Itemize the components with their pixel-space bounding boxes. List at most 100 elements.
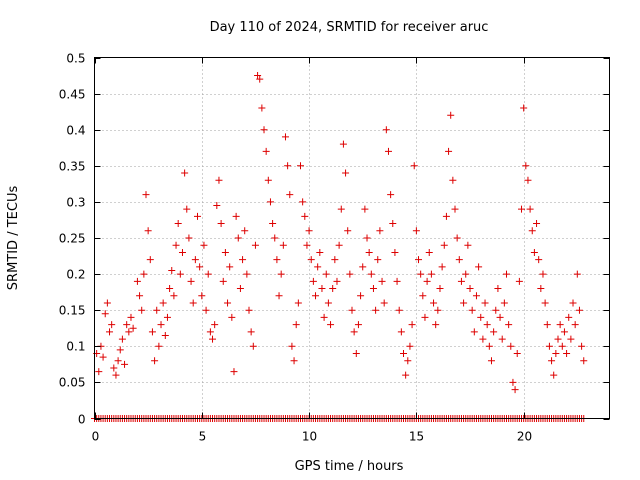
y-tick-label: 0.05 — [59, 376, 86, 390]
data-point — [393, 277, 401, 285]
data-point — [219, 277, 227, 285]
data-point — [477, 313, 485, 321]
data-point — [563, 350, 571, 358]
data-point — [286, 191, 294, 199]
x-tick-label: 0 — [92, 430, 100, 444]
data-point — [410, 162, 418, 170]
data-point — [185, 234, 193, 242]
data-point — [457, 277, 465, 285]
data-point — [430, 299, 438, 307]
data-point — [279, 241, 287, 249]
data-point — [419, 292, 427, 300]
data-point — [376, 227, 384, 235]
y-tick-label: 0 — [78, 413, 86, 427]
x-tick-label: 15 — [409, 430, 424, 444]
data-point — [127, 313, 135, 321]
data-point — [191, 256, 199, 264]
data-point — [569, 299, 577, 307]
data-point — [123, 321, 131, 329]
data-point — [174, 220, 182, 228]
data-point — [481, 299, 489, 307]
data-point — [526, 205, 534, 213]
x-tick-label: 10 — [302, 430, 317, 444]
data-point — [215, 176, 223, 184]
data-point — [485, 342, 493, 350]
data-point — [226, 263, 234, 271]
data-point — [114, 357, 122, 365]
y-tick-label: 0.3 — [66, 196, 85, 210]
data-point — [548, 357, 556, 365]
data-point — [258, 104, 266, 112]
y-tick-label: 0.35 — [59, 160, 86, 174]
data-point — [530, 248, 538, 256]
data-point — [309, 277, 317, 285]
axis-ticks: 0 0.05 0.1 0.15 0.2 0.25 0.3 0.35 0.4 0.45 0.5 0 5 10… — [59, 52, 610, 444]
x-tick-label: 20 — [517, 430, 532, 444]
data-point — [384, 147, 392, 155]
data-point — [187, 277, 195, 285]
data-point — [121, 360, 129, 368]
data-point — [387, 191, 395, 199]
data-point — [303, 241, 311, 249]
data-point — [571, 321, 579, 329]
data-point — [539, 270, 547, 278]
data-point — [507, 342, 515, 350]
data-point — [101, 310, 109, 318]
data-point — [575, 306, 583, 314]
data-point — [537, 285, 545, 293]
data-point — [254, 72, 262, 80]
data-point — [277, 270, 285, 278]
data-point — [372, 306, 380, 314]
data-point — [172, 241, 180, 249]
data-point — [189, 299, 197, 307]
data-point — [320, 313, 328, 321]
data-point — [106, 328, 114, 336]
data-point — [118, 335, 126, 343]
data-point — [524, 176, 532, 184]
data-point — [297, 162, 304, 170]
data-point — [314, 263, 322, 271]
data-point — [322, 270, 330, 278]
data-point — [157, 321, 165, 329]
data-point — [453, 234, 461, 242]
data-point — [155, 342, 163, 350]
data-point — [509, 378, 517, 386]
data-point — [198, 292, 206, 300]
data-point — [196, 263, 204, 271]
data-point — [468, 306, 476, 314]
data-point — [580, 357, 588, 365]
data-point — [329, 285, 337, 293]
data-point — [266, 198, 274, 206]
y-tick-label: 0.5 — [66, 52, 85, 66]
data-point — [142, 191, 150, 199]
data-point — [170, 292, 178, 300]
data-point — [357, 292, 365, 300]
data-point — [176, 270, 184, 278]
data-point — [99, 353, 107, 361]
data-point — [556, 321, 564, 329]
data-point — [359, 263, 367, 271]
data-point — [518, 205, 526, 213]
data-point — [224, 299, 232, 307]
data-point — [151, 357, 159, 365]
data-point — [421, 313, 429, 321]
y-tick-label: 0.4 — [66, 124, 85, 138]
data-point — [460, 299, 468, 307]
data-point — [275, 292, 283, 300]
data-point — [166, 285, 174, 293]
data-point — [211, 321, 219, 329]
data-point — [249, 342, 257, 350]
data-point — [494, 285, 502, 293]
data-point — [318, 285, 326, 293]
y-tick-label: 0.15 — [59, 304, 86, 318]
grid-lines — [94, 57, 610, 419]
data-point — [144, 227, 152, 235]
data-point — [438, 263, 446, 271]
plot-frame — [94, 57, 610, 419]
data-point — [406, 342, 414, 350]
data-point — [316, 248, 324, 256]
data-point — [496, 313, 504, 321]
data-point — [239, 256, 247, 264]
y-axis-label: SRMTID / TECUs — [6, 186, 21, 291]
data-point — [397, 328, 405, 336]
